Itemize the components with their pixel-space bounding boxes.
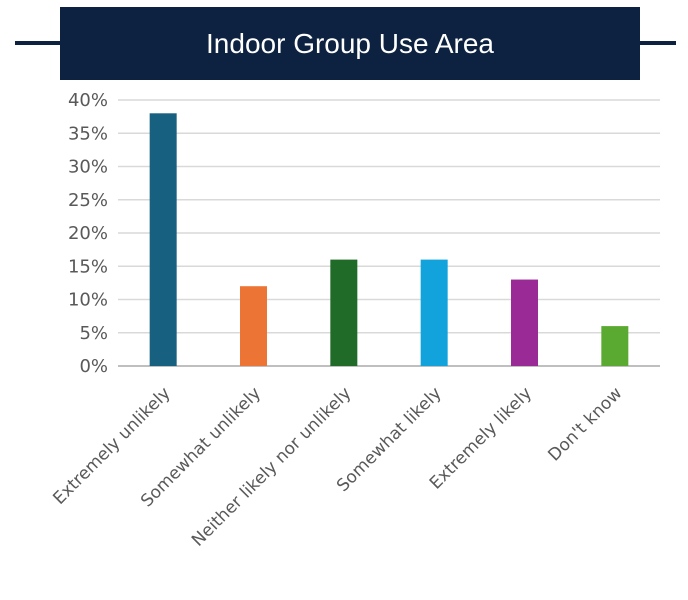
bar [330,259,358,366]
chart-title: Indoor Group Use Area [60,7,640,80]
y-axis-ticks: 0% 5% 10% 15% 20% 25% 30% 35% 40% [68,90,108,377]
bar [149,113,177,366]
y-tick-label: 35% [68,123,108,144]
y-tick-label: 5% [79,323,108,344]
y-tick-label: 10% [68,290,108,311]
x-tick-label: Neither likely nor unlikely [188,383,355,550]
y-tick-label: 40% [68,90,108,111]
y-tick-label: 25% [68,190,108,211]
gridlines [118,99,660,367]
y-tick-label: 15% [68,256,108,277]
y-tick-label: 20% [68,223,108,244]
bar [240,286,267,366]
title-rule-right [636,41,676,45]
x-tick-label: Don't know [544,383,626,465]
title-rule-left [15,41,65,45]
y-tick-label: 0% [79,356,108,377]
bar [601,326,629,366]
bar [420,259,448,366]
bars [149,113,629,366]
bar [511,279,538,366]
y-tick-label: 30% [68,157,108,178]
